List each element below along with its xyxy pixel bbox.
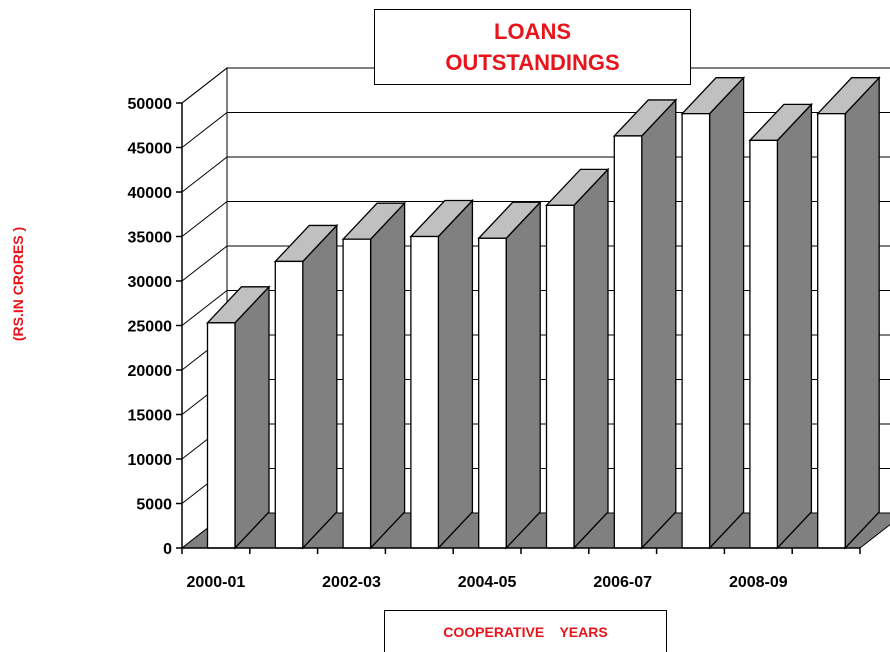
bar: [612, 98, 678, 550]
y-tick-label: 30000: [128, 274, 173, 291]
gridline: [181, 156, 890, 193]
bar: [816, 76, 881, 550]
bar-side: [776, 102, 813, 550]
bar-side: [369, 201, 406, 550]
bar-front: [410, 235, 440, 549]
y-tick-label: 10000: [128, 452, 173, 469]
bar: [748, 102, 813, 550]
bar-side: [505, 200, 541, 550]
bar-front: [478, 237, 507, 549]
bar: [477, 200, 542, 550]
bar-front: [545, 204, 575, 549]
x-tick-label: 2004-05: [458, 574, 517, 591]
y-tick-label: 25000: [128, 319, 173, 336]
bar: [680, 76, 746, 550]
chart-title-line-1: LOANS: [494, 19, 571, 44]
bar-front: [681, 113, 711, 549]
bar: [409, 198, 474, 550]
bar: [544, 167, 610, 550]
y-tick-label: 0: [163, 541, 172, 558]
chart-title: LOANS OUTSTANDINGS: [374, 9, 691, 85]
x-tick-label: 2006-07: [593, 574, 652, 591]
bar-side: [437, 198, 474, 550]
bar: [341, 201, 407, 550]
bar-front: [206, 322, 236, 549]
bar-front: [274, 260, 304, 549]
y-tick-label: 45000: [128, 141, 173, 158]
x-tick-labels: 2000-01 2002-03 2004-05 2006-07 2008-09: [187, 574, 788, 591]
y-tick-label: 50000: [128, 96, 173, 113]
bar-front: [342, 238, 372, 549]
bar-side: [844, 76, 880, 550]
x-tick-label: 2002-03: [322, 574, 381, 591]
y-tick-labels: 0 5000 10000 15000 20000 25000 30000 35000 40000…: [128, 96, 173, 558]
y-tick-label: 40000: [128, 185, 173, 202]
y-tick-label: 5000: [136, 497, 172, 514]
bar-side: [573, 167, 609, 550]
bar-side: [302, 223, 338, 550]
gridline: [181, 245, 890, 282]
gridline: [181, 290, 890, 326]
bar-side: [234, 285, 270, 550]
bar-side: [641, 98, 677, 550]
x-axis-label-text: COOPERATIVE YEARS: [443, 623, 608, 640]
bar-front: [613, 135, 643, 549]
chart-title-line-2: OUTSTANDINGS: [445, 50, 620, 75]
bar-front: [817, 113, 846, 549]
chart-axes: [176, 102, 861, 554]
x-tick-label: 2000-01: [187, 574, 246, 591]
bar-side: [708, 76, 745, 550]
gridline: [181, 112, 890, 148]
gridline: [181, 201, 890, 237]
bar-front: [749, 139, 779, 549]
y-axis-label: (RS.IN CRORES ): [10, 226, 26, 342]
chart-bars: [205, 76, 881, 550]
y-tick-label: 35000: [128, 230, 173, 247]
x-axis-label: COOPERATIVE YEARS: [384, 610, 667, 652]
y-tick-label: 15000: [128, 408, 173, 425]
bar: [205, 285, 271, 550]
x-tick-label: 2008-09: [729, 574, 788, 591]
y-tick-label: 20000: [128, 363, 173, 380]
bar: [273, 223, 339, 550]
